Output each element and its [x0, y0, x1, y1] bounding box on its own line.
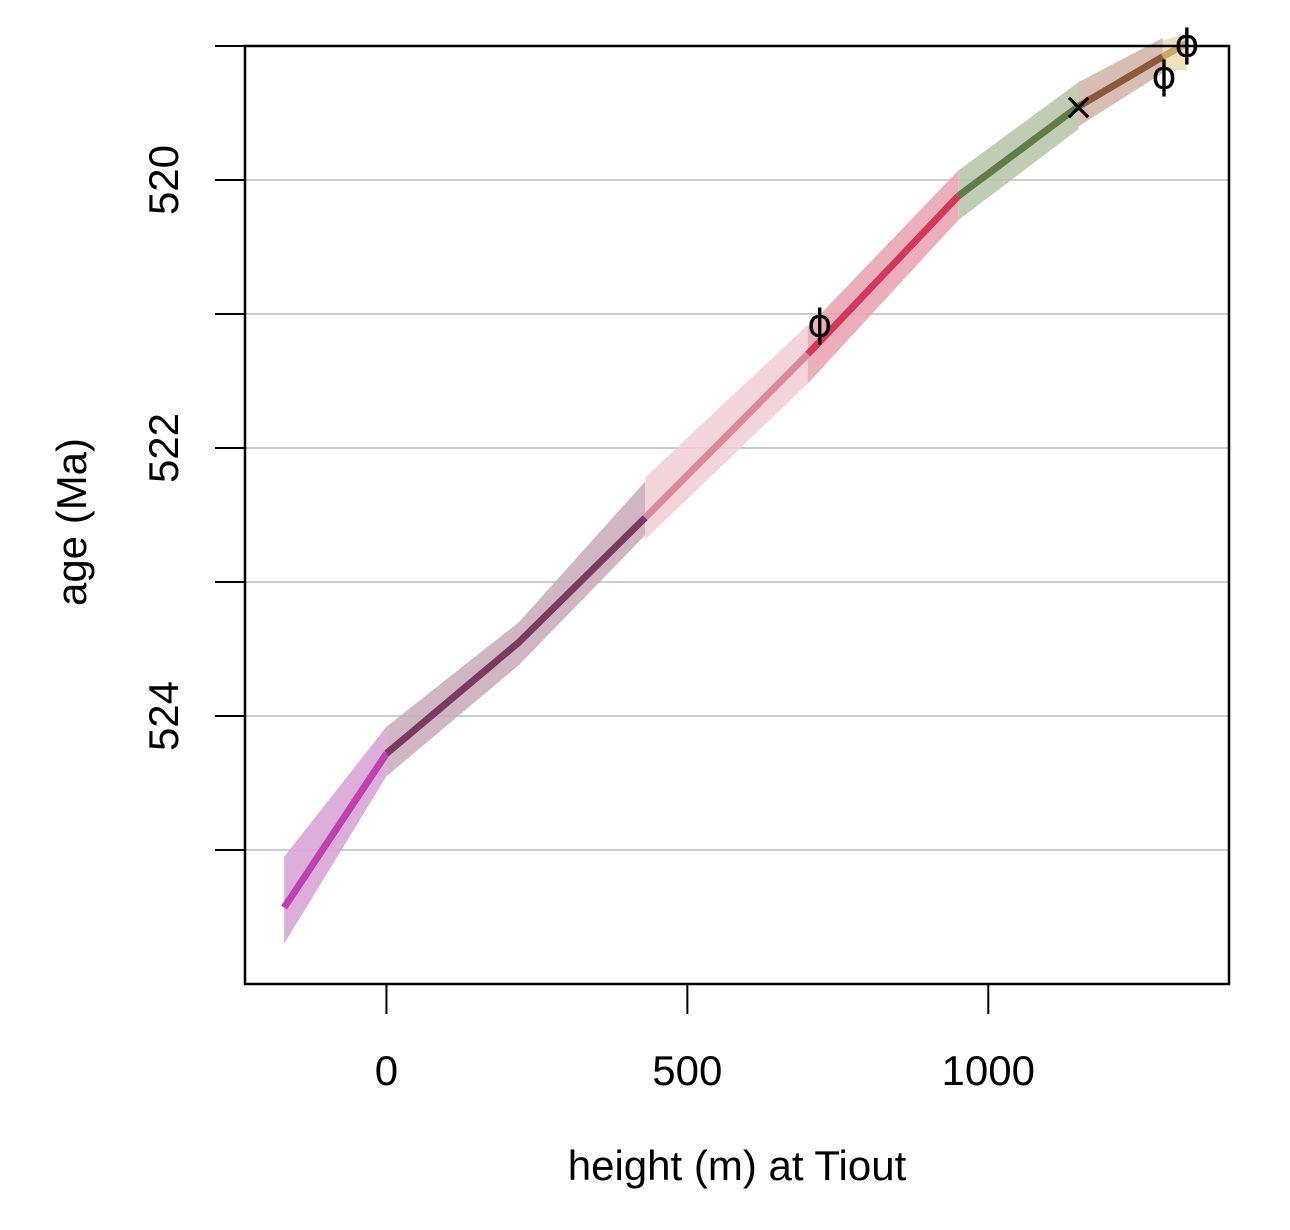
series-line — [384, 515, 648, 757]
y-tick-label: 522 — [140, 413, 187, 483]
y-axis-title: age (Ma) — [48, 438, 95, 606]
data-markers: ϕ×ϕϕ — [807, 21, 1199, 345]
series-line — [281, 751, 390, 910]
series-line — [642, 351, 811, 521]
series-line — [1076, 53, 1165, 110]
age-model-lines — [281, 40, 1189, 910]
data-marker: ϕ — [807, 301, 832, 345]
data-marker: ϕ — [1174, 21, 1199, 65]
uncertainty-band — [386, 481, 646, 777]
series-line — [805, 193, 961, 357]
series-line — [956, 103, 1081, 199]
data-marker: ϕ — [1151, 53, 1176, 97]
x-tick-label: 1000 — [942, 1047, 1035, 1094]
plot-frame — [243, 44, 1231, 986]
x-axis-title: height (m) at Tiout — [568, 1142, 907, 1189]
uncertainty-bands — [284, 32, 1187, 944]
x-tick-label: 0 — [375, 1047, 398, 1094]
axes: 520 522 524 0 500 1000 — [140, 45, 1035, 1094]
y-tick-label: 524 — [140, 681, 187, 751]
x-tick-label: 500 — [652, 1047, 722, 1094]
y-tick-label: 520 — [140, 145, 187, 215]
data-marker: × — [1063, 84, 1095, 128]
